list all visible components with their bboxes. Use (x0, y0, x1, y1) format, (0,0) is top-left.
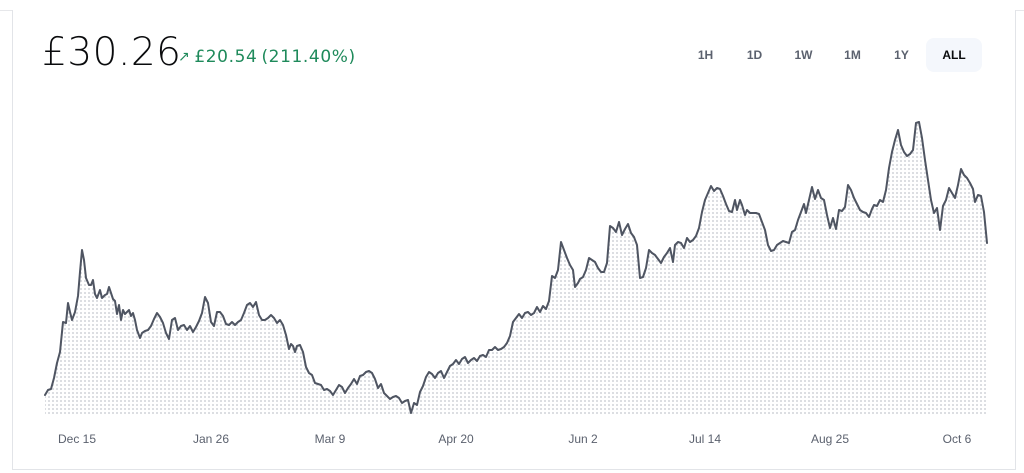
x-axis-label: Dec 15 (57, 432, 97, 446)
x-axis-labels: Dec 15 Jan 26 Mar 9 Apr 20 Jun 2 Jul 14 … (0, 432, 1024, 450)
arrow-up-right-icon: ↗ (178, 49, 191, 65)
chart-price-line (44, 121, 988, 414)
x-axis-label: Mar 9 (314, 432, 346, 446)
x-axis-label: Jun 2 (568, 432, 598, 446)
x-axis-label: Jan 26 (192, 432, 230, 446)
price-change-value: £20.54 (194, 47, 258, 67)
x-axis-label: Apr 20 (438, 432, 474, 446)
price-change: ↗ £20.54 (211.40%) (178, 46, 356, 68)
range-1d-button[interactable]: 1D (746, 48, 763, 62)
chart-area-fill (45, 122, 987, 415)
price-change-percent: (211.40%) (261, 47, 356, 67)
x-axis-label: Jul 14 (688, 432, 722, 446)
range-all-button[interactable]: ALL (926, 38, 982, 72)
range-1w-button[interactable]: 1W (794, 48, 813, 62)
range-1m-button[interactable]: 1M (844, 48, 861, 62)
x-axis-label: Oct 6 (942, 432, 972, 446)
current-price: £30.26 (42, 30, 182, 75)
range-1h-button[interactable]: 1H (697, 48, 714, 62)
range-1y-button[interactable]: 1Y (894, 48, 909, 62)
time-range-selector: 1H 1D 1W 1M 1Y ALL (681, 38, 982, 72)
x-axis-label: Aug 25 (810, 432, 850, 446)
